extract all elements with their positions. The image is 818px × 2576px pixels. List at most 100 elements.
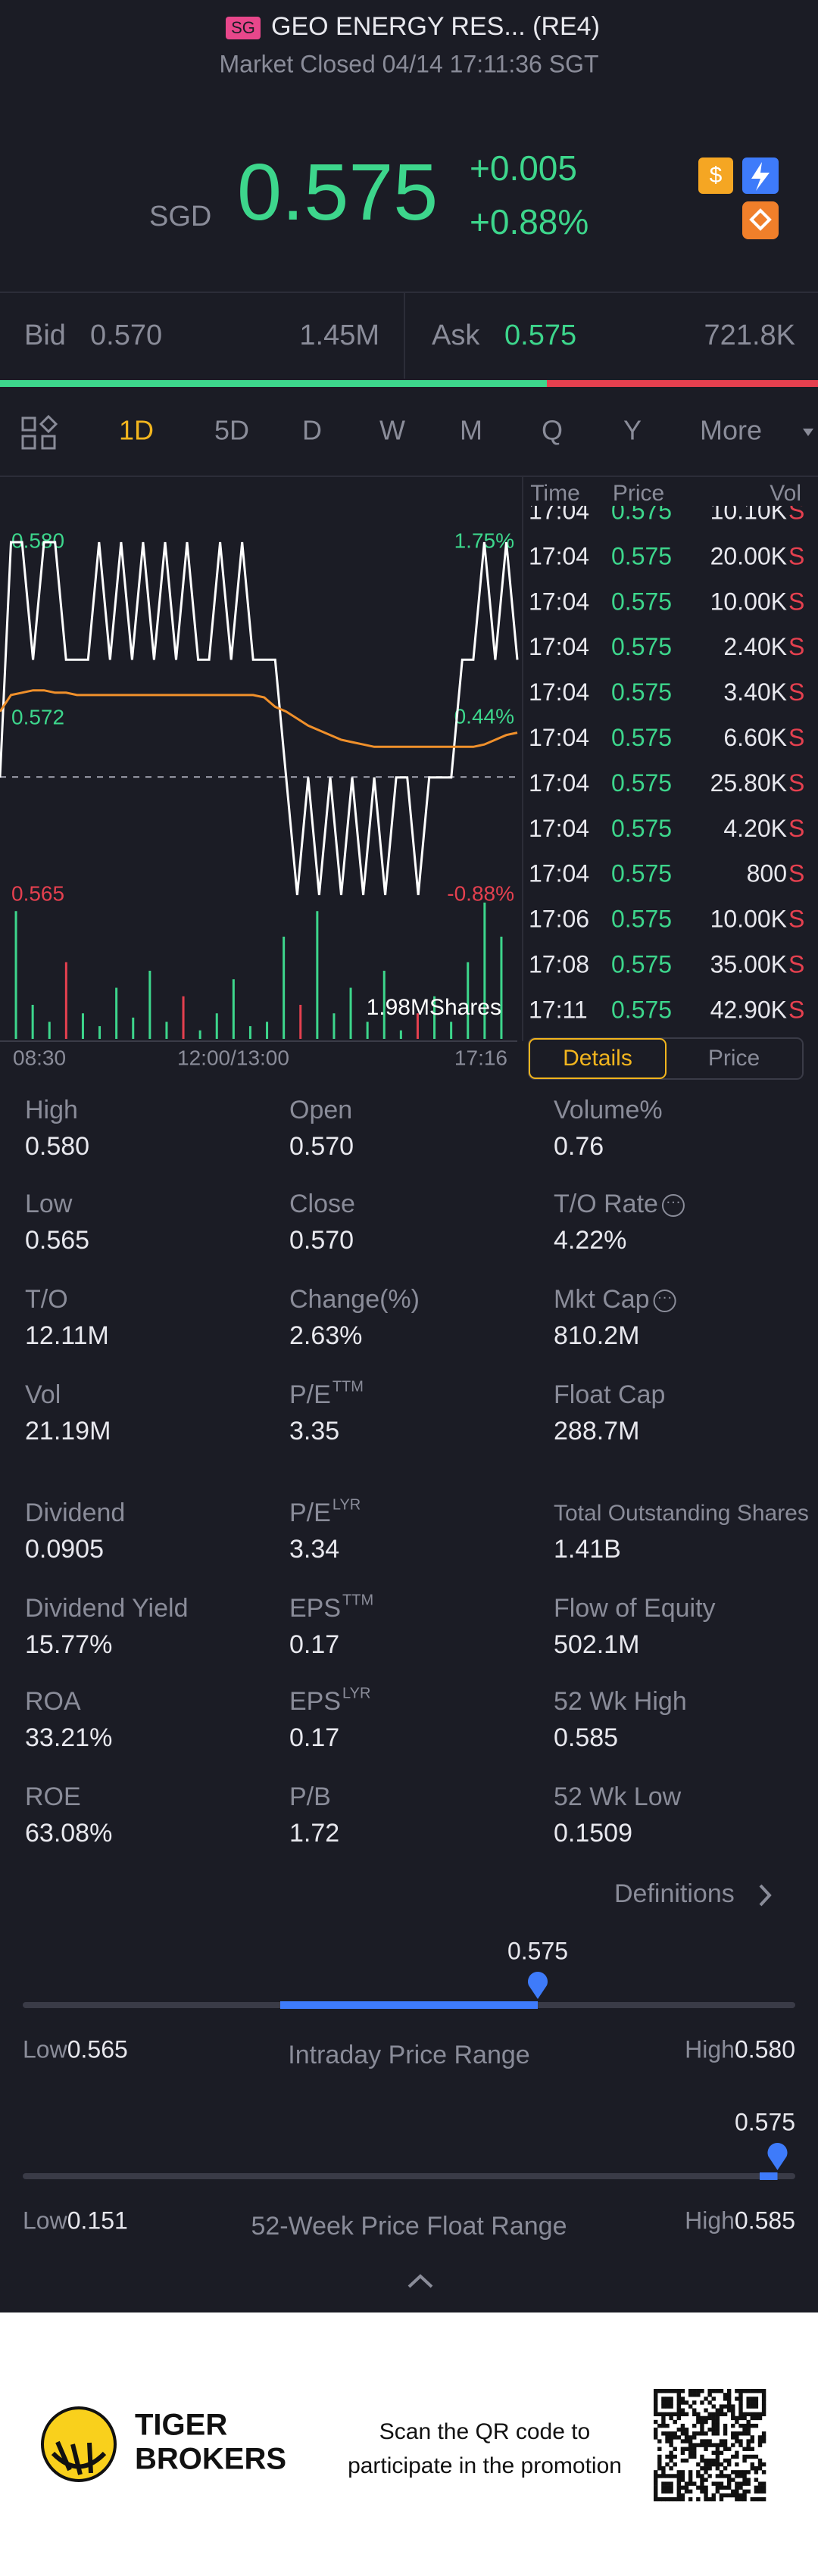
qr-cell <box>754 2496 759 2502</box>
qr-cell <box>742 2496 747 2502</box>
qr-cell <box>661 2489 666 2494</box>
qr-cell <box>731 2423 735 2428</box>
x-tick-label: 08:30 <box>13 1046 66 1069</box>
info-icon[interactable] <box>661 1194 685 1217</box>
qr-cell <box>738 2485 743 2490</box>
qr-cell <box>704 2496 708 2502</box>
trade-price: 0.575 <box>611 769 672 797</box>
toggle-option[interactable]: Details <box>563 1046 632 1071</box>
stat-label: Dividend Yield <box>25 1594 188 1623</box>
volume-label: 1.98MShares <box>367 995 501 1020</box>
qr-cell <box>692 2447 697 2451</box>
qr-cell <box>669 2389 673 2394</box>
qr-cell <box>688 2447 693 2451</box>
qr-cell <box>680 2400 685 2405</box>
qr-cell <box>676 2474 682 2478</box>
icon-glyph: $ <box>710 163 723 188</box>
stat-label: High <box>25 1096 78 1124</box>
stat-value: 15.77% <box>25 1630 112 1659</box>
trade-list: 17:04 0.575 10.10K S17:04 0.575 20.00K S17:04 0… <box>529 497 804 1023</box>
stat-label: ROE <box>25 1782 81 1811</box>
collapse-caret[interactable] <box>407 2274 433 2288</box>
period-tab[interactable]: 1D <box>119 415 154 446</box>
period-tab[interactable]: D <box>302 415 322 446</box>
qr-cell <box>676 2435 682 2440</box>
qr-cell <box>688 2481 693 2486</box>
trade-header: Time <box>530 481 580 506</box>
qr-cell <box>665 2481 670 2486</box>
chevron[interactable] <box>759 1884 772 1907</box>
brand-name: TIGER <box>135 2409 227 2442</box>
qr-cell <box>754 2489 759 2494</box>
info-icon[interactable] <box>653 1290 676 1312</box>
period-tab[interactable]: M <box>460 415 482 446</box>
x-tick-label: 12:00/13:00 <box>177 1046 289 1069</box>
qr-cell <box>680 2470 685 2475</box>
promo-text: participate in the promotion <box>348 2453 622 2478</box>
stat-label: Low <box>25 1190 73 1218</box>
icon-glyph <box>749 208 772 231</box>
qr-cell <box>707 2439 712 2443</box>
qr-cell <box>757 2415 763 2421</box>
qr-cell <box>735 2485 739 2490</box>
qr-cell <box>726 2493 732 2498</box>
qr-cell <box>665 2389 670 2394</box>
period-tab[interactable]: 5D <box>214 415 249 446</box>
qr-cell <box>700 2428 704 2432</box>
swap-icon[interactable] <box>742 201 779 239</box>
volume-bar <box>148 971 151 1039</box>
qr-cell <box>738 2470 743 2475</box>
percent-change: +0.88% <box>470 202 589 242</box>
qr-cell <box>673 2496 677 2502</box>
qr-cell <box>680 2485 685 2490</box>
period-tab[interactable]: Y <box>623 415 642 446</box>
stat-value: 0.1509 <box>554 1819 632 1848</box>
qr-cell <box>654 2412 658 2417</box>
qr-cell <box>704 2478 708 2482</box>
toggle-option[interactable]: Price <box>708 1046 760 1071</box>
qr-cell <box>654 2400 658 2405</box>
qr-cell <box>673 2447 677 2451</box>
period-tab[interactable]: W <box>379 415 405 446</box>
definitions-link[interactable]: Definitions <box>614 1879 735 1908</box>
trade-time: 17:06 <box>529 906 589 933</box>
qr-cell <box>731 2408 735 2412</box>
qr-cell <box>723 2428 728 2432</box>
qr-cell <box>754 2466 759 2471</box>
trade-volume: 10.10K <box>710 497 787 524</box>
qr-cell <box>754 2404 759 2409</box>
qr-cell <box>676 2496 682 2502</box>
qr-cell <box>669 2485 673 2490</box>
stat-label: Open <box>289 1096 352 1124</box>
qr-cell <box>696 2485 701 2490</box>
dollar-icon[interactable] <box>698 157 733 194</box>
qr-cell <box>757 2458 763 2463</box>
qr-cell <box>761 2431 766 2436</box>
qr-cell <box>715 2481 720 2486</box>
qr-cell <box>750 2423 754 2428</box>
period-tab[interactable]: More <box>700 415 762 446</box>
qr-cell <box>704 2439 708 2443</box>
qr-cell <box>707 2412 712 2417</box>
stat-value: 12.11M <box>25 1321 109 1350</box>
qr-cell <box>738 2496 743 2502</box>
qr-cell <box>680 2439 685 2443</box>
qr-cell <box>715 2423 720 2428</box>
toggle-selected[interactable] <box>529 1038 667 1079</box>
qr-cell <box>665 2404 670 2409</box>
layout-icon[interactable] <box>21 414 58 450</box>
qr-cell <box>746 2470 751 2475</box>
qr-cell <box>731 2489 735 2494</box>
qr-cell <box>735 2431 739 2436</box>
info-dots: ··· <box>666 1193 681 1210</box>
qr-cell <box>673 2462 677 2467</box>
qr-cell <box>707 2393 712 2397</box>
volume-bar <box>81 1013 84 1039</box>
qr-cell <box>704 2489 708 2494</box>
qr-cell <box>696 2462 701 2467</box>
qr-cell <box>719 2496 724 2502</box>
qr-cell <box>700 2454 704 2459</box>
period-tab[interactable]: Q <box>542 415 563 446</box>
qr-cell <box>700 2431 704 2436</box>
qr-cell <box>684 2489 689 2494</box>
